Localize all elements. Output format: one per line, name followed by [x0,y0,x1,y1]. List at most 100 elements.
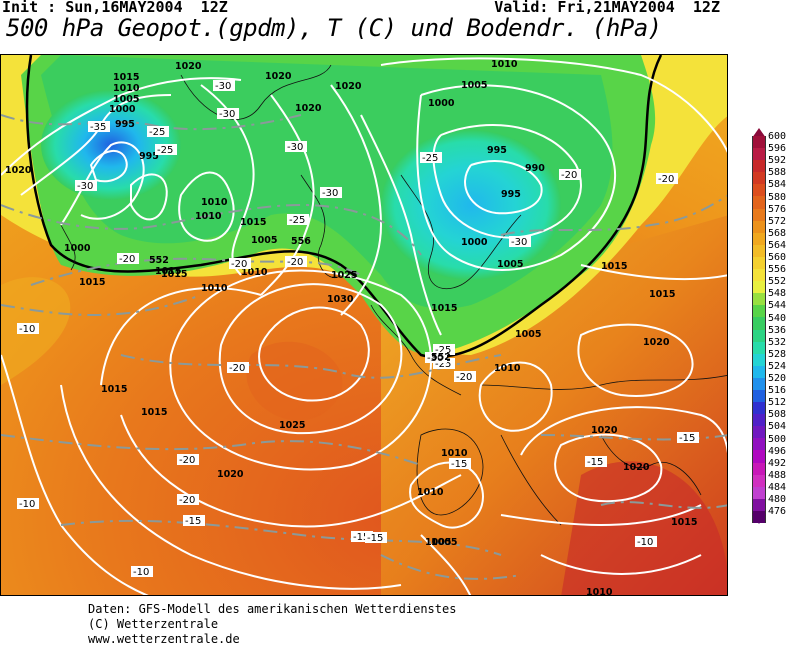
colorbar-cells [752,136,766,523]
gpdm-label: 556 [291,236,311,247]
pressure-label: 1015 [113,72,139,83]
temperature-label: -15 [587,457,603,468]
colorbar-label: 584 [768,179,787,191]
temperature-label: -25 [435,359,451,370]
temperature-label-bg [177,454,199,465]
temperature-label: -20 [179,455,195,466]
pressure-label: 990 [525,163,545,174]
temperature-label-bg [155,144,177,155]
temperature-label: -20 [561,170,577,181]
temperature-labels: -35-30-25-25-30-30-30-30-25-20-25-20 -20-… [17,80,699,578]
colorbar-label: 548 [768,288,787,300]
footer-url[interactable]: www.wetterzentrale.de [88,632,240,646]
temperature-label: -15 [185,516,201,527]
colorbar-cell [752,462,766,475]
colorbar-label: 524 [768,360,787,372]
colorbar-label: 504 [768,421,787,433]
temperature-label: -30 [427,353,443,364]
pressure-label: 995 [139,151,159,162]
pressure-label: 1015 [101,384,127,395]
colorbar-label: 484 [768,481,787,493]
pressure-label: 1010 [201,197,228,208]
colorbar-label: 516 [768,385,787,397]
pressure-label: 1020 [217,469,244,480]
temperature-label-bg [449,458,471,469]
pressure-label: 1000 [109,104,136,115]
gpdm-label: 552 [149,255,169,266]
colorbar-cell [752,486,766,499]
temperature-label: -20 [456,372,472,383]
colorbar-label: 528 [768,348,787,360]
pressure-label: 1015 [671,517,697,528]
temperature-label: -30 [219,109,235,120]
footer-source: Daten: GFS-Modell des amerikanischen Wet… [88,602,457,616]
temperature-label: -15 [353,532,369,543]
temperature-label-bg [559,169,581,180]
pressure-label: 1020 [335,81,362,92]
temperature-label-bg [656,173,678,184]
colorbar-label: 536 [768,324,787,336]
valid-time: Valid: Fri,21MAY2004 12Z [494,0,720,16]
temperature-label-bg [285,256,307,267]
colorbar-cell [752,329,766,342]
temperature-label-bg [217,108,239,119]
colorbar-cell [752,377,766,390]
colorbar-label: 552 [768,276,787,288]
pressure-label: 1005 [251,235,277,246]
pressure-label: 1020 [643,337,670,348]
pressure-label: 1010 [441,448,468,459]
colorbar-label: 576 [768,203,787,215]
map-title: 500 hPa Geopot.(gpdm), T (C) und Bodendr… [6,14,662,42]
colorbar-label: 544 [768,300,787,312]
pressure-label: 1010 [494,363,521,374]
colorbar-cell [752,438,766,451]
temperature-label-bg [420,152,442,163]
temperature-label: -20 [119,254,135,265]
colorbar-label: 520 [768,373,787,384]
temperature-label: -25 [422,153,438,164]
temperature-label: -20 [179,495,195,506]
colorbar-cell [752,414,766,427]
pressure-label: 995 [501,189,521,200]
temperature-label: -15 [679,433,695,444]
temperature-label-bg [287,214,309,225]
temperature-label: -15 [367,533,383,544]
colorbar-cell [752,160,766,173]
colorbar-label: 596 [768,143,787,155]
colorbar-cell [752,293,766,306]
colorbar-label: 600 [768,131,787,142]
temperature-label: -10 [637,537,653,548]
temperature-label-bg [320,187,342,198]
colorbar-label: 480 [768,494,787,505]
colorbar-cell [752,148,766,161]
colorbar-cell [752,136,766,149]
colorbar-label: 568 [768,227,787,239]
pressure-label: 1010 [241,267,268,278]
pressure-label: 1005 [515,329,541,340]
temperature-label: -25 [435,345,451,356]
colorbar-cell [752,184,766,197]
pressure-label: 1015 [155,266,181,277]
pressure-labels: 1020 1015 1010 1005 1000 995 995 1020 1010 1010 10… [5,59,697,595]
colorbar-label: 508 [768,409,787,421]
temperature-label: -20 [229,363,245,374]
colorbar-cell [752,208,766,221]
temperature-label-bg [454,371,476,382]
gpdm-labels: 552 556 552 [149,236,451,363]
temperature-label-bg [75,180,97,191]
temperature-label-bg [433,344,455,355]
temperature-label: -25 [149,127,165,138]
pressure-label: 1005 [497,259,523,270]
pressure-label: 1010 [201,283,228,294]
temperature-label-bg [285,141,307,152]
colorbar-label: 540 [768,312,787,324]
temperature-label-bg [147,126,169,137]
pressure-label: 1015 [79,277,105,288]
init-time: Init : Sun,16MAY2004 12Z [2,0,228,16]
colorbar-cell [752,498,766,511]
colorbar-label: 492 [768,457,787,469]
colorbar-cell [752,220,766,233]
pressure-label: 1015 [141,407,167,418]
colorbar-label: 488 [768,469,787,481]
pressure-label: 1015 [431,303,457,314]
